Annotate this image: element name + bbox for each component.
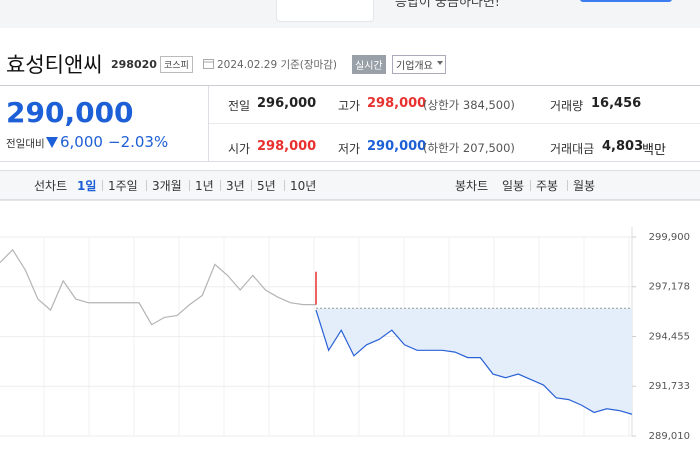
banner-text: 응답이 궁금하다면!: [395, 0, 501, 10]
divider: [208, 86, 209, 161]
down-arrow: [46, 137, 58, 148]
stat-value: 4,803: [602, 139, 644, 154]
area-fill: [316, 308, 632, 415]
price-line: [315, 309, 633, 415]
tab-bar: [0, 170, 700, 200]
overview-button[interactable]: 기업개요: [392, 55, 446, 74]
banner-box: [276, 0, 374, 22]
stat-label: 저가: [338, 142, 361, 156]
tab[interactable]: 1주일: [108, 179, 138, 193]
price-line: [0, 248, 316, 326]
tab-separator: [146, 180, 147, 191]
dropdown-arrow: [437, 61, 443, 65]
tab[interactable]: 10년: [290, 179, 317, 193]
stat-label: 고가: [338, 99, 361, 113]
tab-separator: [220, 180, 221, 191]
change-value: 6,000: [60, 133, 103, 151]
tab[interactable]: 3년: [226, 179, 245, 193]
y-tick-label: 291,733: [649, 381, 690, 392]
tab-separator: [530, 180, 531, 191]
stat-unit: 백만: [642, 143, 666, 158]
stat-label: 거래량: [550, 99, 584, 113]
banner-button[interactable]: [580, 0, 672, 2]
stat-limit: (하한가 207,500): [423, 141, 515, 155]
tab[interactable]: 5년: [257, 179, 276, 193]
stat-value: 296,000: [257, 96, 317, 111]
stock-name: 효성티앤씨: [6, 53, 103, 77]
tab: 선차트: [34, 179, 68, 193]
y-tick-label: 294,455: [649, 332, 690, 343]
realtime-badge[interactable]: 실시간: [352, 55, 386, 74]
stat-value: 16,456: [591, 96, 642, 111]
tab[interactable]: 일봉: [502, 179, 525, 193]
tab: 봉차트: [455, 179, 489, 193]
y-tick-label: 297,178: [649, 282, 690, 293]
tab[interactable]: 주봉: [536, 179, 559, 193]
current-price: 290,000: [6, 96, 134, 129]
y-tick-label: 299,900: [649, 232, 690, 243]
stat-value: 298,000: [257, 139, 317, 154]
tab-separator: [102, 180, 103, 191]
stat-label: 거래대금: [550, 142, 595, 156]
tab[interactable]: 3개월: [152, 179, 182, 193]
tab-separator: [284, 180, 285, 191]
calendar-icon: [203, 59, 214, 69]
tab-separator: [567, 180, 568, 191]
tab-separator: [189, 180, 190, 191]
change-rate: −2.03%: [108, 133, 169, 151]
market-badge: 코스피: [160, 56, 193, 73]
divider: [209, 123, 700, 124]
tab[interactable]: 월봉: [573, 179, 596, 193]
date: 2024.02.29 기준(장마감): [217, 59, 337, 71]
tab[interactable]: 1일: [77, 179, 97, 193]
change-label: 전일대비: [6, 138, 45, 150]
tab-separator: [251, 180, 252, 191]
stat-label: 시가: [228, 142, 251, 156]
stat-value: 290,000: [367, 139, 427, 154]
stat-value: 298,000: [367, 96, 427, 111]
stock-code: 298020: [111, 58, 157, 71]
stat-label: 전일: [228, 99, 251, 113]
chart: 299,900 297,178 294,455 291,733 289,010: [0, 200, 700, 442]
stat-limit: (상한가 384,500): [423, 98, 515, 112]
summary-box: [0, 85, 700, 162]
y-tick-label: 289,010: [649, 431, 690, 442]
tab[interactable]: 1년: [195, 179, 214, 193]
